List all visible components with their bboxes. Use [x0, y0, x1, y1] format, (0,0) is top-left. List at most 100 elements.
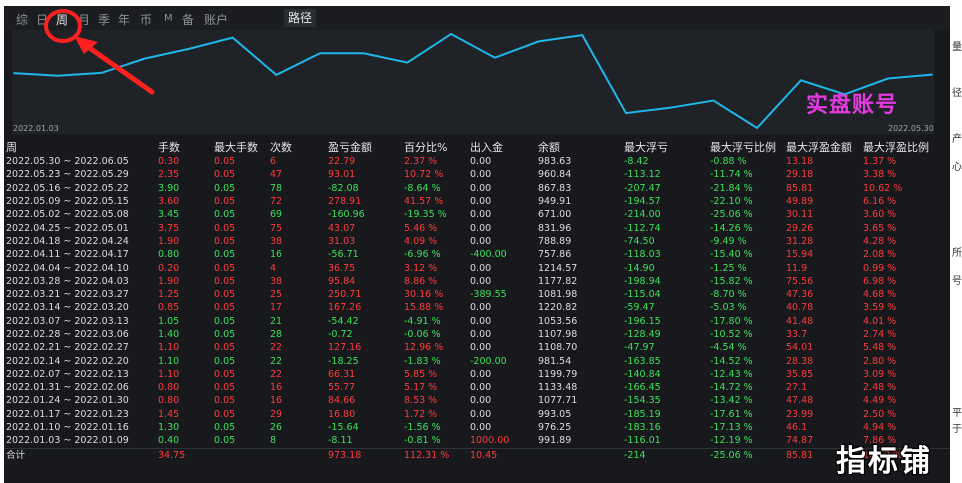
tab-bei[interactable]: 备: [182, 13, 195, 27]
tab-zhou[interactable]: 周: [56, 13, 69, 27]
table-cell: 3.09 %: [863, 368, 897, 380]
tab-nian[interactable]: 年: [118, 13, 131, 27]
table-cell: 0.00: [470, 302, 492, 314]
column-header: 手数: [158, 141, 180, 154]
table-cell: 0.05: [214, 196, 236, 208]
table-cell: 976.25: [538, 422, 572, 434]
table-cell: 84.66: [328, 395, 356, 407]
table-cell: 0.05: [214, 289, 236, 301]
table-cell: 1000.00: [470, 435, 510, 447]
table-cell: -15.82 %: [710, 275, 753, 287]
table-cell: -198.94: [624, 275, 661, 287]
table-cell: -15.40 %: [710, 249, 753, 261]
total-cell: -214: [622, 447, 708, 462]
table-cell: 757.86: [538, 249, 572, 261]
table-cell: -118.03: [624, 249, 661, 261]
table-cell: 15.88 %: [404, 302, 444, 314]
table-row: 2022.01.17 ~ 2022.01.23 1.45 0.05 29 16.80 1.…: [4, 408, 950, 421]
table-cell: 69: [270, 209, 283, 221]
strip-char: 心: [952, 162, 962, 173]
tab-ji[interactable]: 季: [98, 13, 111, 27]
total-cell: 973.18: [326, 447, 402, 462]
strip-char: 产: [952, 134, 962, 145]
table-cell: 250.71: [328, 289, 362, 301]
table-cell: 75.56: [786, 275, 814, 287]
table-cell: 0.05: [214, 156, 236, 168]
table-cell: 8: [270, 435, 277, 447]
table-row: 2022.02.21 ~ 2022.02.27 1.10 0.05 22 127.16 1…: [4, 341, 950, 354]
table-cell: -82.08: [328, 182, 359, 194]
tab-zong[interactable]: 综: [16, 13, 29, 27]
table-cell: -8.64 %: [404, 182, 441, 194]
table-row: 2022.03.07 ~ 2022.03.13 1.05 0.05 21 -54.42 -…: [4, 315, 950, 328]
tab-zhanghu[interactable]: 账户: [204, 13, 229, 27]
table-cell: 23.99: [786, 408, 814, 420]
table-cell: 46.1: [786, 422, 808, 434]
table-cell: 40.78: [786, 302, 814, 314]
path-button[interactable]: 路径: [284, 9, 317, 27]
table-cell: 0.05: [214, 222, 236, 234]
table-cell: 278.91: [328, 196, 362, 208]
tab-bi[interactable]: 币: [140, 13, 153, 27]
table-cell: 2.74 %: [863, 329, 897, 340]
table-cell: 867.83: [538, 182, 572, 194]
table-cell: 0.05: [214, 408, 236, 420]
total-cell: -25.06 %: [708, 447, 784, 462]
table-row: 2022.01.10 ~ 2022.01.16 1.30 0.05 26 -15.64 -…: [4, 421, 950, 434]
table-cell: 1108.70: [538, 342, 578, 354]
table-cell: 2022.05.02 ~ 2022.05.08: [6, 209, 129, 221]
table-cell: 0.00: [470, 169, 492, 181]
column-header: 最大浮盈比例: [863, 141, 929, 154]
tab-ri[interactable]: 日: [36, 13, 49, 27]
table-row: 2022.01.03 ~ 2022.01.09 0.40 0.05 8 -8.11 -0.…: [4, 434, 950, 448]
table-cell: -14.90: [624, 262, 655, 274]
tab-yue[interactable]: 月: [78, 13, 91, 27]
table-cell: 16: [270, 395, 283, 407]
table-cell: -54.42: [328, 315, 359, 327]
table-cell: 0.30: [158, 156, 180, 168]
table-cell: 2022.03.07 ~ 2022.03.13: [6, 315, 129, 327]
table-cell: 2022.02.28 ~ 2022.03.06: [6, 329, 129, 340]
table-cell: 25: [270, 289, 283, 301]
table-cell: 2022.04.18 ~ 2022.04.24: [6, 235, 129, 247]
table-cell: 1.25: [158, 289, 180, 301]
table-cell: 49.89: [786, 196, 814, 208]
table-cell: 4: [270, 262, 277, 274]
table-cell: 960.84: [538, 169, 572, 181]
table-cell: 993.05: [538, 408, 572, 420]
table-cell: 671.00: [538, 209, 572, 221]
table-cell: 2022.05.23 ~ 2022.05.29: [6, 169, 129, 181]
table-cell: 0.40: [158, 435, 180, 447]
table-cell: -1.56 %: [404, 422, 441, 434]
strip-char: 于: [952, 424, 962, 435]
table-row: 2022.01.31 ~ 2022.02.06 0.80 0.05 16 55.77 5.…: [4, 381, 950, 394]
table-cell: 5.85 %: [404, 368, 438, 380]
table-cell: 2022.04.04 ~ 2022.04.10: [6, 262, 129, 274]
table-row: 2022.02.14 ~ 2022.02.20 1.10 0.05 22 -18.25 -…: [4, 354, 950, 367]
tab-m[interactable]: M: [164, 13, 173, 24]
total-cell: 85.81: [784, 447, 861, 462]
total-cell: 合计: [4, 447, 156, 462]
column-header: 出入金: [470, 141, 503, 154]
weekly-stats-table: 周 手数 最大手数 次数 盈亏金额 百分比% 出入金 余额 最大浮亏 最大浮亏比例 最大浮盈金额 最大…: [4, 139, 950, 462]
table-cell: 1.10: [158, 355, 180, 367]
table-cell: -163.85: [624, 355, 661, 367]
table-cell: 2.35: [158, 169, 180, 181]
table-cell: 0.05: [214, 382, 236, 394]
table-cell: 3.60: [158, 196, 180, 208]
table-cell: 28: [270, 329, 283, 340]
table-cell: -18.25: [328, 355, 359, 367]
table-cell: -389.55: [470, 289, 507, 301]
table-cell: 30.16 %: [404, 289, 444, 301]
table-cell: -1.25 %: [710, 262, 747, 274]
table-cell: 0.05: [214, 262, 236, 274]
table-cell: 3.75: [158, 222, 180, 234]
table-cell: -183.16: [624, 422, 661, 434]
total-row: 合计 34.75 973.18 112.31 % 10.45 -214 -25.06 % 85…: [4, 447, 950, 462]
table-cell: 0.05: [214, 395, 236, 407]
table-cell: -59.47: [624, 302, 655, 314]
table-cell: 3.59 %: [863, 302, 897, 314]
table-cell: 41.57 %: [404, 196, 444, 208]
table-cell: 38: [270, 275, 283, 287]
balance-point: [887, 77, 890, 80]
